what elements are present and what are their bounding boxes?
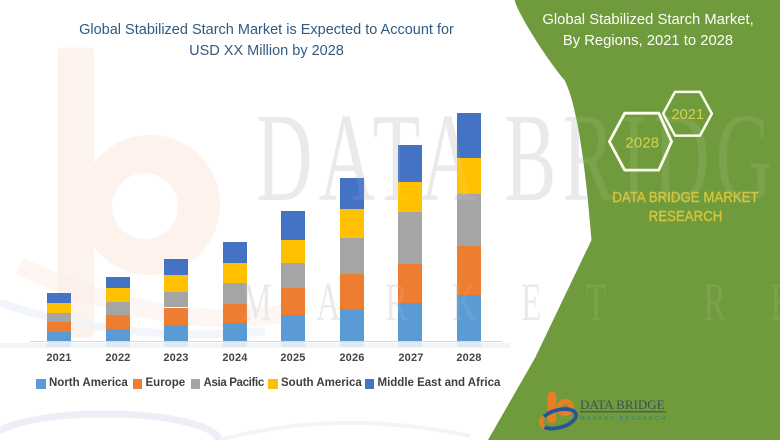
- svg-text:MARKET RESE: MARKET RESE: [242, 272, 780, 332]
- svg-text:DATA BRIDGE: DATA BRIDGE: [580, 397, 665, 412]
- svg-text:DATA BRIDGE: DATA BRIDGE: [256, 88, 780, 227]
- svg-text:MARKET RESEARCH: MARKET RESEARCH: [580, 416, 667, 422]
- svg-text:2028: 2028: [625, 135, 659, 152]
- svg-text:2021: 2021: [671, 107, 704, 123]
